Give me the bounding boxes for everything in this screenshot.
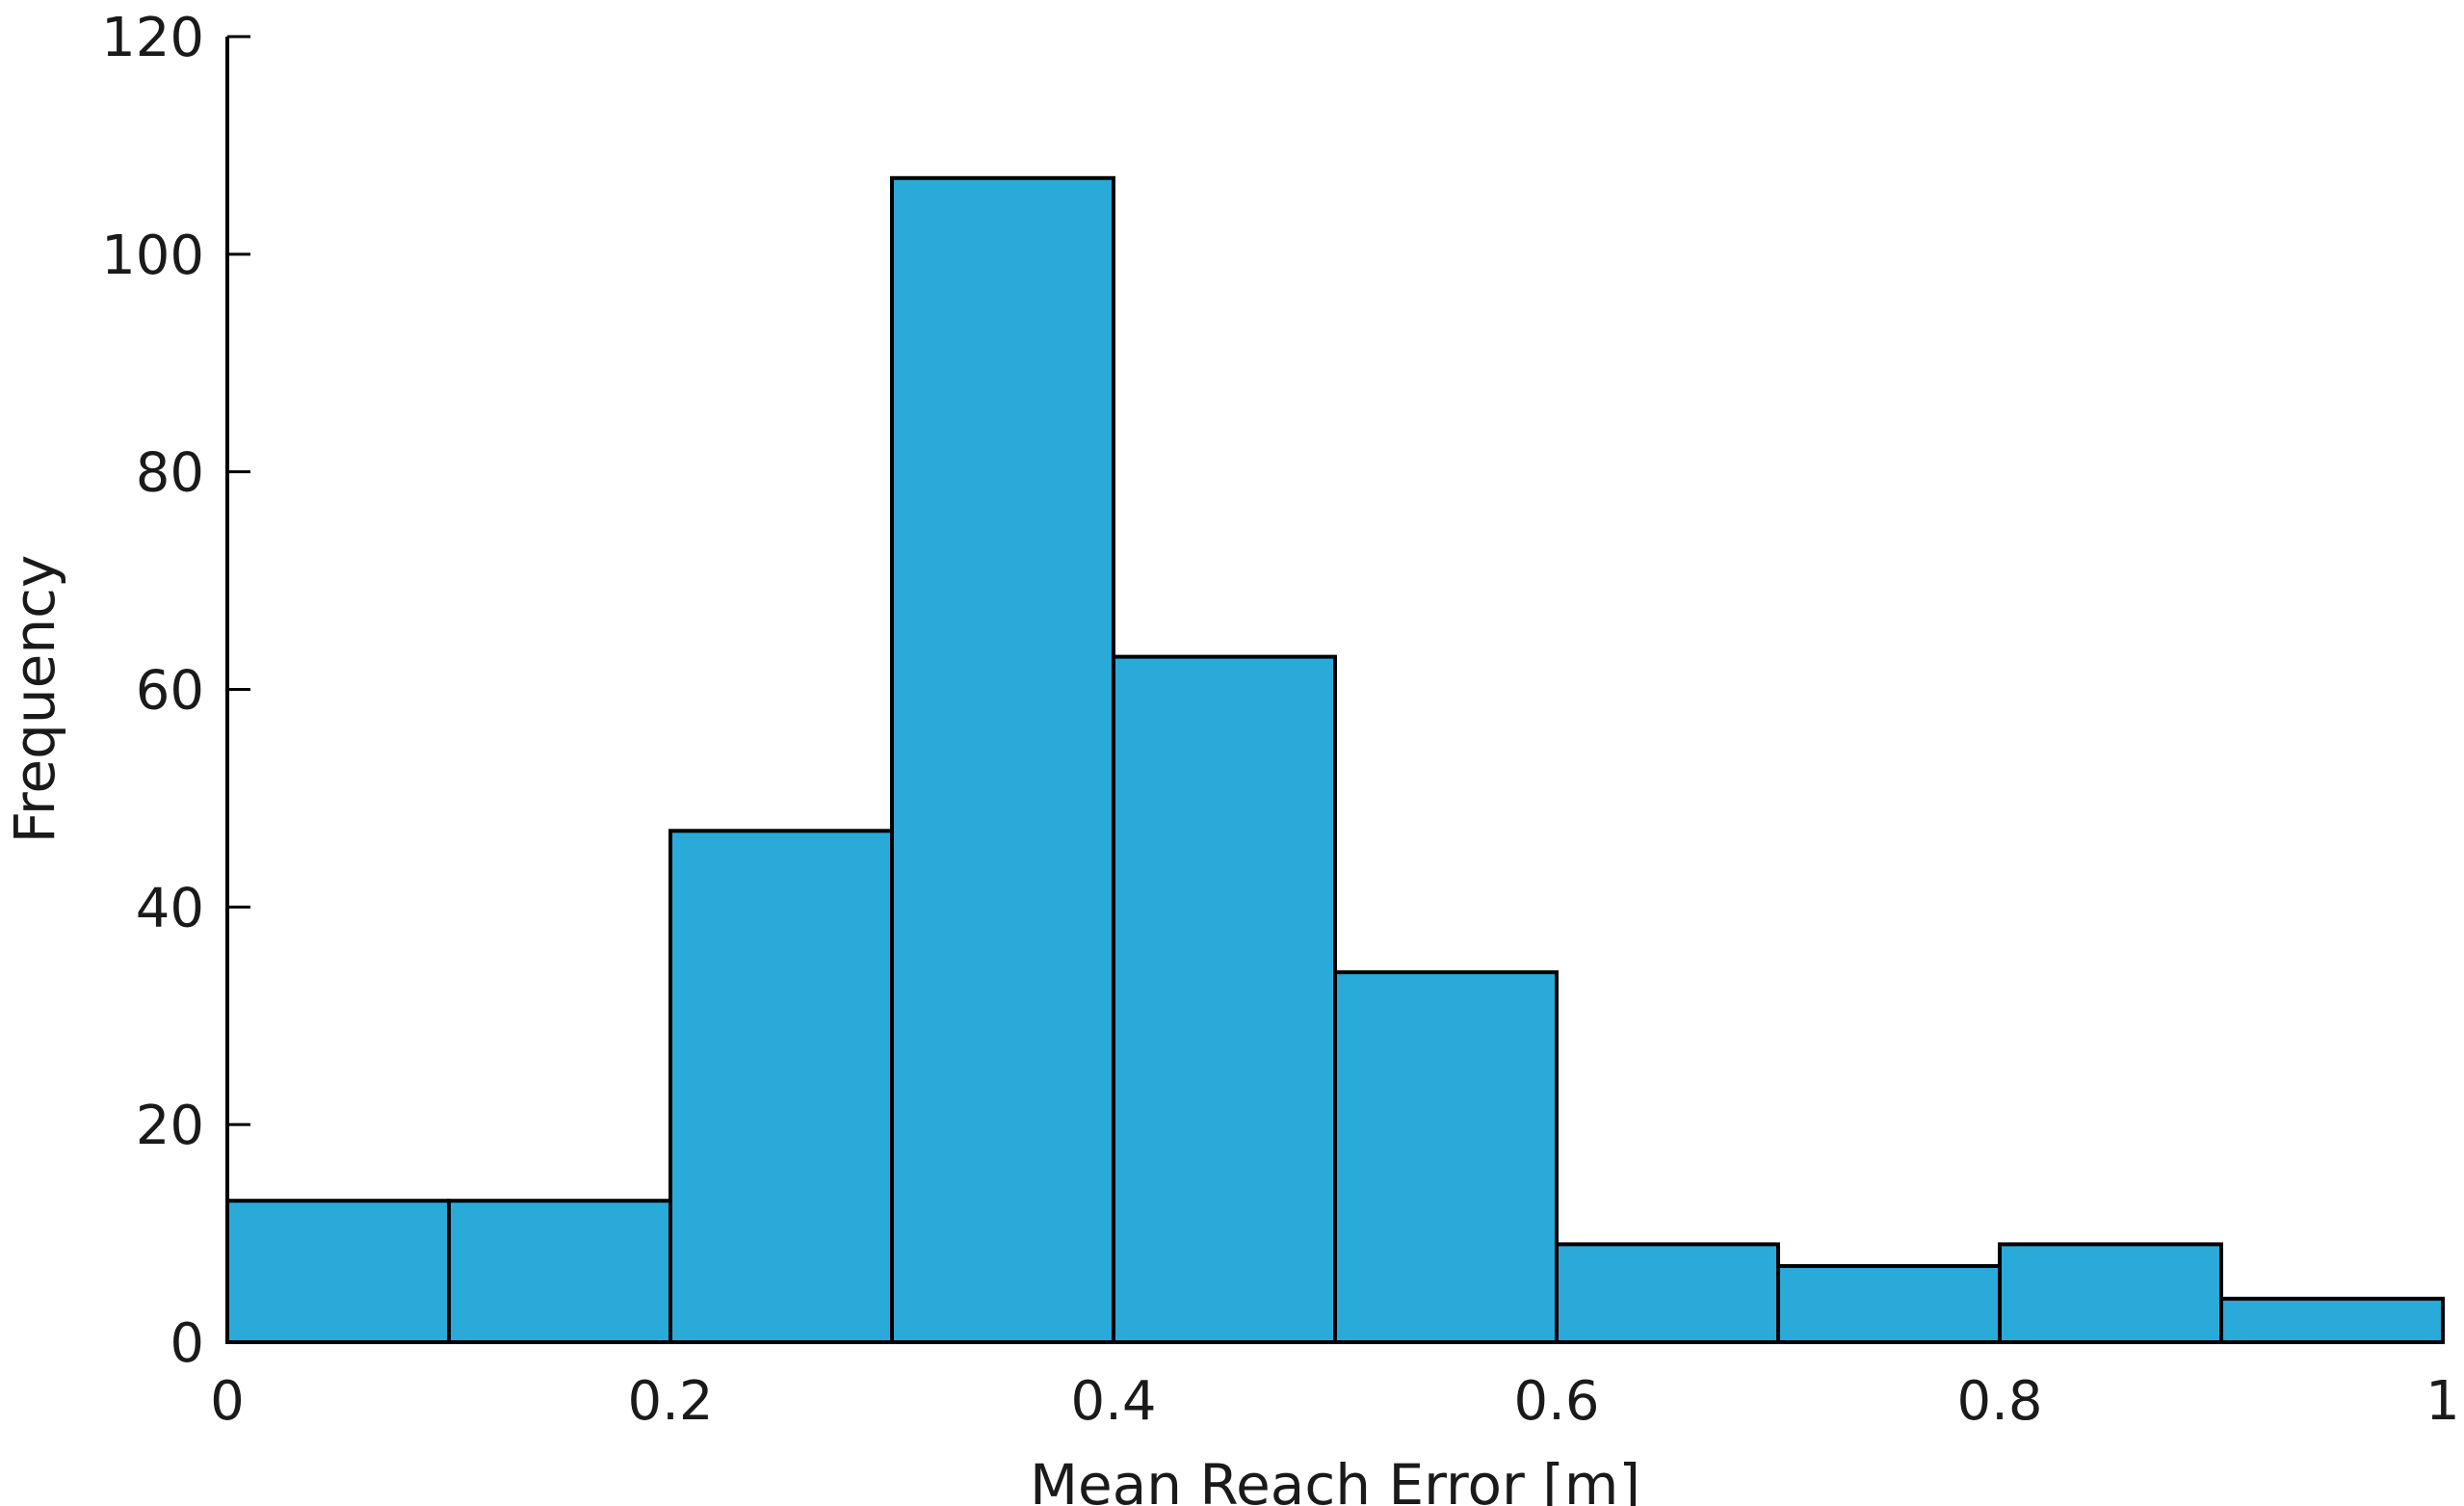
x-ticks-group: 0 0.2 0.4 0.6 0.8 1	[210, 1319, 2460, 1433]
histogram-bar	[447, 1199, 672, 1345]
histogram-bar	[1776, 1263, 2002, 1345]
y-tick-label: 20	[136, 1095, 204, 1157]
histogram-bar	[1555, 1242, 1780, 1344]
histogram-bar	[890, 175, 1115, 1345]
y-tick-label: 80	[136, 442, 204, 505]
y-tick-label: 60	[136, 660, 204, 723]
histogram-bar	[668, 829, 894, 1344]
histogram-bar	[1333, 970, 1559, 1344]
x-tick-label: 0	[210, 1370, 245, 1433]
x-tick-label: 0.6	[1513, 1370, 1599, 1433]
histogram-bar	[225, 1199, 451, 1345]
y-ticks-group: 0 20 40 60 80 100 120	[101, 7, 250, 1375]
bars-group	[225, 175, 2445, 1345]
y-axis-label: Frequency	[2, 555, 67, 844]
y-tick-label: 120	[101, 7, 204, 69]
y-tick-label: 100	[101, 225, 204, 287]
x-tick-label: 1	[2425, 1370, 2460, 1433]
x-tick-label: 0.4	[1070, 1370, 1156, 1433]
histogram-bar	[1998, 1242, 2223, 1344]
y-tick-label: 40	[136, 877, 204, 939]
x-tick-label: 0.8	[1956, 1370, 2042, 1433]
histogram-bar	[1112, 654, 1337, 1344]
y-tick-label: 0	[170, 1312, 204, 1375]
x-axis-label: Mean Reach Error [m]	[1030, 1452, 1640, 1506]
x-tick-label: 0.2	[627, 1370, 713, 1433]
histogram-bar	[2219, 1296, 2445, 1345]
